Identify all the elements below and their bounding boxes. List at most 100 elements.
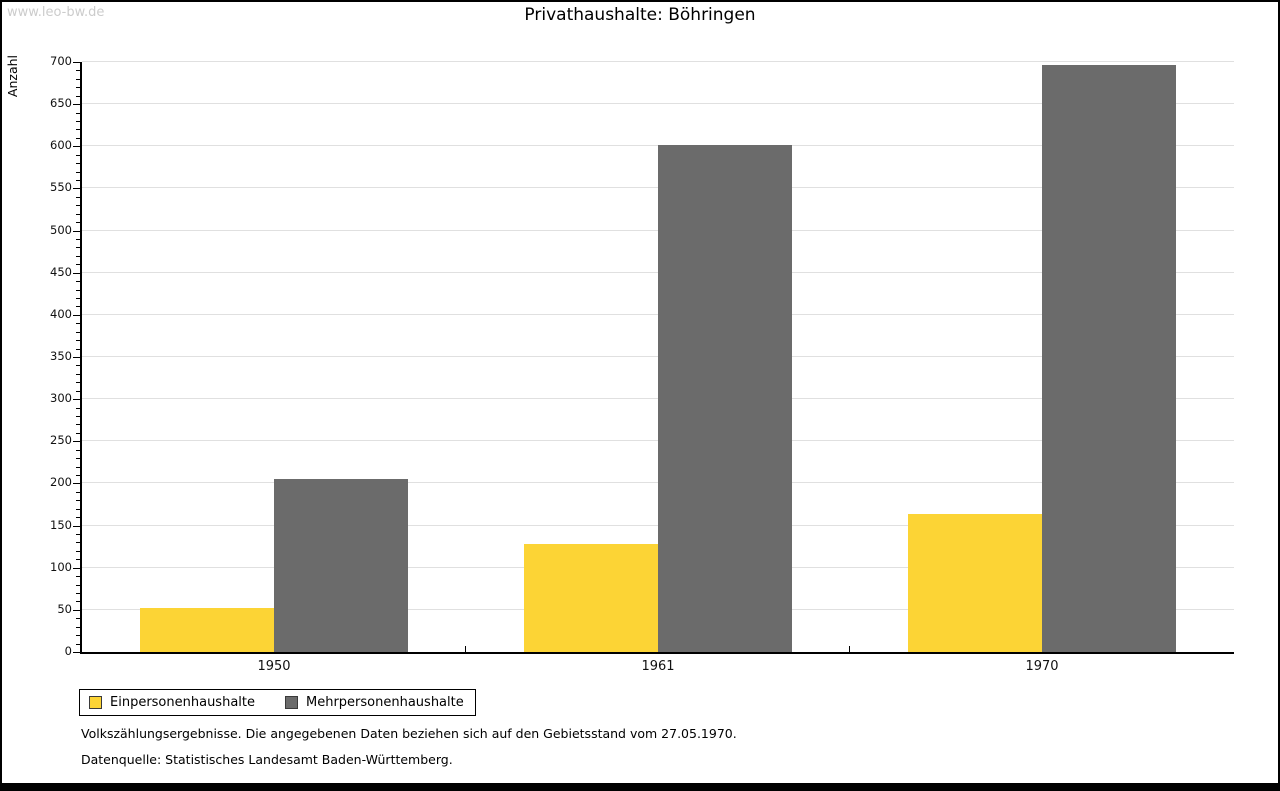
y-minor-tick: [76, 348, 80, 350]
y-tick-label-0: 0: [64, 644, 72, 658]
y-minor-tick: [76, 584, 80, 586]
bar-mehrpersonenhaushalte-1961: [658, 144, 792, 652]
y-minor-tick: [76, 365, 80, 367]
y-minor-tick: [76, 390, 80, 392]
y-minor-tick: [76, 306, 80, 308]
y-tick-label-250: 250: [50, 433, 72, 448]
y-minor-tick: [76, 247, 80, 249]
y-minor-tick: [76, 618, 80, 620]
y-minor-tick: [76, 95, 80, 97]
y-major-tick: [73, 609, 80, 611]
y-tick-label-650: 650: [50, 96, 72, 111]
y-minor-tick: [76, 517, 80, 519]
chart-title: Privathaushalte: Böhringen: [524, 5, 756, 25]
y-minor-tick: [76, 129, 80, 131]
y-minor-tick: [76, 458, 80, 460]
y-minor-tick: [76, 154, 80, 156]
y-tick-label-150: 150: [50, 517, 72, 532]
y-minor-tick: [76, 281, 80, 283]
y-minor-tick: [76, 289, 80, 291]
y-minor-tick: [76, 112, 80, 114]
y-minor-tick: [76, 87, 80, 89]
bar-einpersonenhaushalte-1970: [908, 513, 1042, 652]
y-minor-tick: [76, 500, 80, 502]
y-minor-tick: [76, 550, 80, 552]
y-minor-tick: [76, 70, 80, 72]
y-minor-tick: [76, 534, 80, 535]
y-minor-tick: [76, 213, 80, 215]
gridline-700: [82, 61, 1234, 62]
watermark: www.leo-bw.de: [7, 5, 105, 20]
y-minor-tick: [76, 239, 80, 240]
y-minor-tick: [76, 331, 80, 333]
y-minor-tick: [76, 416, 80, 417]
y-major-tick: [73, 104, 80, 106]
y-tick-label-450: 450: [50, 264, 72, 279]
y-minor-tick: [76, 635, 80, 637]
x-tick-label-1970: 1970: [1025, 659, 1059, 674]
y-major-tick: [73, 62, 80, 63]
legend-swatch-mehrpersonenhaushalte: [285, 696, 298, 709]
y-minor-tick: [76, 432, 80, 434]
y-minor-tick: [76, 559, 80, 561]
y-minor-tick: [76, 171, 80, 173]
y-tick-label-700: 700: [50, 54, 72, 68]
y-major-tick: [73, 399, 80, 401]
legend-item-einpersonenhaushalte: Einpersonenhaushalte: [89, 695, 255, 710]
y-minor-tick: [76, 340, 80, 342]
y-minor-tick: [76, 491, 80, 493]
y-major-tick: [73, 525, 80, 527]
y-axis-title: Anzahl: [5, 55, 20, 98]
y-minor-tick: [76, 449, 80, 451]
y-tick-label-300: 300: [50, 391, 72, 406]
y-minor-tick: [76, 626, 80, 628]
footnote-census-note: Volkszählungsergebnisse. Die angegebenen…: [81, 726, 737, 741]
y-major-tick: [73, 652, 80, 653]
legend-swatch-einpersonenhaushalte: [89, 696, 102, 709]
y-minor-tick: [76, 576, 80, 578]
y-minor-tick: [76, 323, 80, 325]
y-minor-tick: [76, 508, 80, 510]
y-minor-tick: [76, 180, 80, 181]
gridline-650: [82, 103, 1234, 105]
y-minor-tick: [76, 601, 80, 603]
x-axis-group-tick: [465, 646, 466, 652]
legend-item-mehrpersonenhaushalte: Mehrpersonenhaushalte: [285, 695, 464, 710]
y-major-tick: [73, 314, 80, 316]
plot-area: 0 50 100 150 200 250 300 350 400 450 500 550 600 650 7…: [50, 54, 1234, 674]
y-minor-tick: [76, 475, 80, 476]
y-minor-tick: [76, 407, 80, 409]
y-minor-tick: [76, 593, 80, 594]
y-major-tick: [73, 567, 80, 569]
x-tick-label-1950: 1950: [257, 659, 291, 674]
y-tick-label-600: 600: [50, 138, 72, 153]
y-minor-tick: [76, 264, 80, 266]
y-major-tick: [73, 272, 80, 274]
y-minor-tick: [76, 542, 80, 544]
y-major-tick: [73, 357, 80, 358]
y-minor-tick: [76, 382, 80, 384]
x-axis-group-tick: [849, 646, 850, 652]
y-minor-tick: [76, 137, 80, 139]
bar-mehrpersonenhaushalte-1970: [1042, 64, 1176, 652]
y-minor-tick: [76, 196, 80, 198]
y-minor-tick: [76, 205, 80, 207]
y-minor-tick: [76, 222, 80, 224]
y-major-tick: [73, 230, 80, 232]
y-major-tick: [73, 146, 80, 148]
y-tick-label-100: 100: [50, 559, 72, 574]
y-tick-label-50: 50: [57, 601, 72, 616]
bar-einpersonenhaushalte-1950: [140, 608, 274, 652]
y-tick-label-500: 500: [50, 222, 72, 237]
y-minor-tick: [76, 78, 80, 80]
y-tick-label-350: 350: [50, 349, 72, 363]
bar-einpersonenhaushalte-1961: [524, 544, 658, 652]
y-minor-tick: [76, 121, 80, 122]
y-minor-tick: [76, 163, 80, 165]
y-major-tick: [73, 188, 80, 190]
y-tick-label-400: 400: [50, 306, 72, 321]
y-tick-label-200: 200: [50, 475, 72, 490]
y-minor-tick: [76, 424, 80, 426]
footnote-data-source: Datenquelle: Statistisches Landesamt Bad…: [81, 752, 453, 767]
